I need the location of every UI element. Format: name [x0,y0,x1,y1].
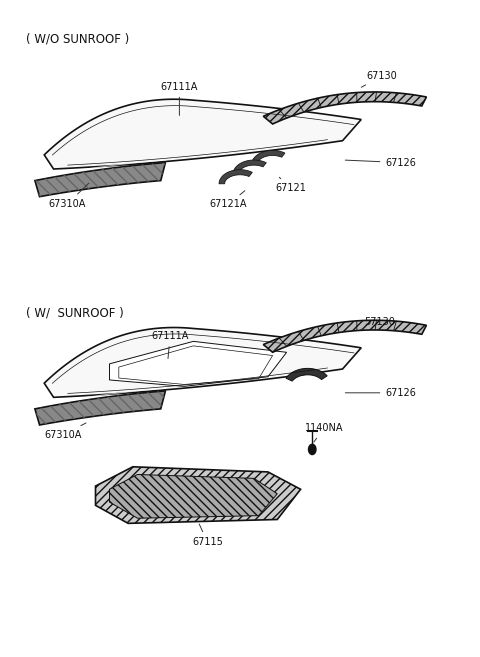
Text: 57130: 57130 [360,317,395,330]
Polygon shape [264,92,426,124]
Text: 67111A: 67111A [161,81,198,116]
Text: 67115: 67115 [192,524,223,547]
Polygon shape [219,170,252,184]
Text: ( W/  SUNROOF ): ( W/ SUNROOF ) [25,307,123,320]
Polygon shape [264,320,426,352]
Text: 1140NA: 1140NA [305,423,343,442]
Polygon shape [109,474,277,518]
Text: 67130: 67130 [361,71,397,87]
Polygon shape [286,369,327,381]
Text: 67126: 67126 [345,388,416,397]
Text: 67111A: 67111A [151,331,189,359]
Polygon shape [109,342,287,386]
Polygon shape [35,162,166,196]
Text: 67126: 67126 [345,158,416,168]
Polygon shape [96,466,300,524]
Polygon shape [44,99,361,169]
Polygon shape [44,328,361,397]
Text: 67310A: 67310A [49,183,89,209]
Polygon shape [35,391,166,425]
Text: 67121A: 67121A [210,191,247,210]
Polygon shape [252,150,285,164]
Polygon shape [233,160,266,174]
Text: 67121: 67121 [276,177,307,193]
Text: 67310A: 67310A [44,423,86,440]
Circle shape [309,444,316,455]
Text: ( W/O SUNROOF ): ( W/O SUNROOF ) [25,32,129,45]
